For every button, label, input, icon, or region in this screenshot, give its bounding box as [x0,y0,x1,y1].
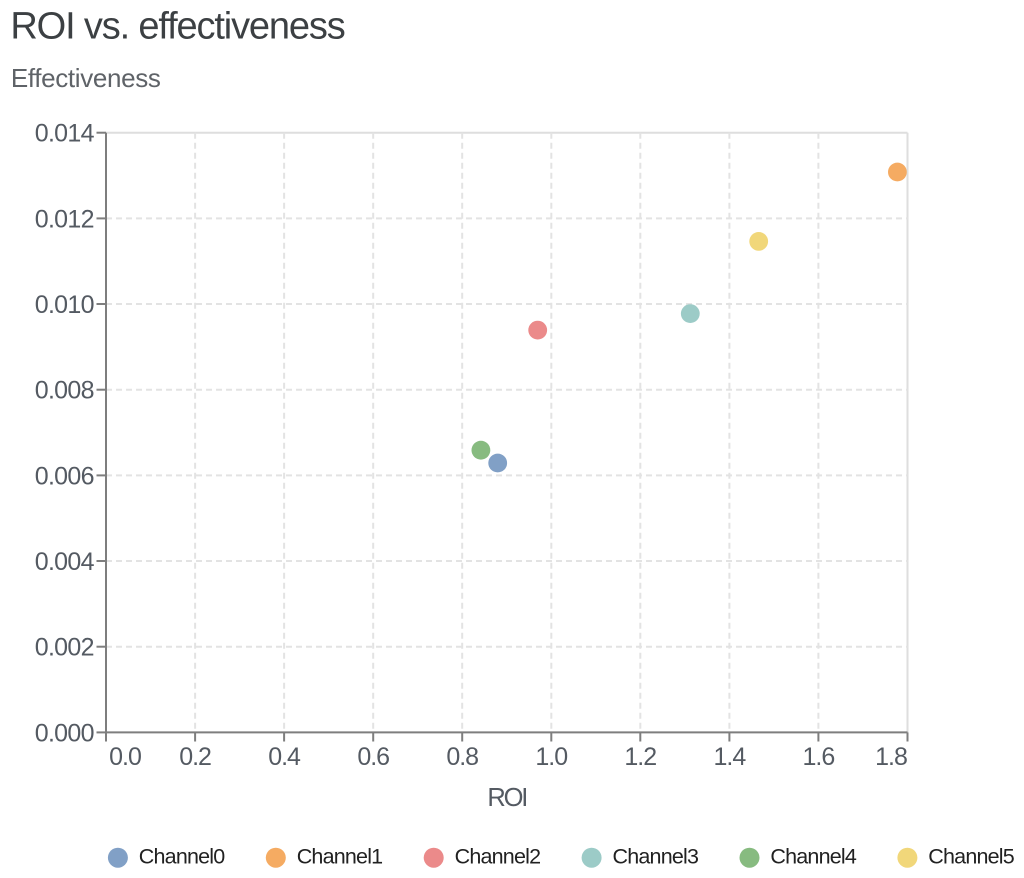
svg-text:0.0: 0.0 [109,743,141,771]
svg-text:0.000: 0.000 [35,719,94,747]
svg-text:1.4: 1.4 [714,743,747,771]
svg-text:Channel5: Channel5 [928,845,1014,869]
svg-text:Channel4: Channel4 [770,845,856,869]
svg-text:Channel0: Channel0 [139,845,225,869]
svg-text:0.8: 0.8 [446,743,478,771]
svg-text:1.8: 1.8 [875,743,907,771]
svg-text:1.0: 1.0 [535,743,567,771]
svg-text:0.6: 0.6 [357,743,389,771]
svg-text:Channel1: Channel1 [297,845,383,869]
svg-text:0.002: 0.002 [35,634,94,662]
svg-text:0.012: 0.012 [35,205,94,233]
svg-text:Effectiveness: Effectiveness [11,63,161,93]
svg-text:0.006: 0.006 [35,462,94,490]
svg-text:Channel3: Channel3 [613,845,699,869]
svg-text:0.010: 0.010 [35,291,94,319]
svg-text:ROI: ROI [487,784,526,812]
svg-text:Channel2: Channel2 [455,845,541,869]
svg-text:0.014: 0.014 [35,120,95,148]
svg-text:1.6: 1.6 [803,743,835,771]
svg-text:0.2: 0.2 [179,743,211,771]
svg-text:1.2: 1.2 [624,743,656,771]
svg-text:0.008: 0.008 [35,377,94,405]
svg-text:0.4: 0.4 [268,743,301,771]
svg-text:0.004: 0.004 [35,548,95,576]
svg-text:ROI vs. effectiveness: ROI vs. effectiveness [10,6,344,48]
